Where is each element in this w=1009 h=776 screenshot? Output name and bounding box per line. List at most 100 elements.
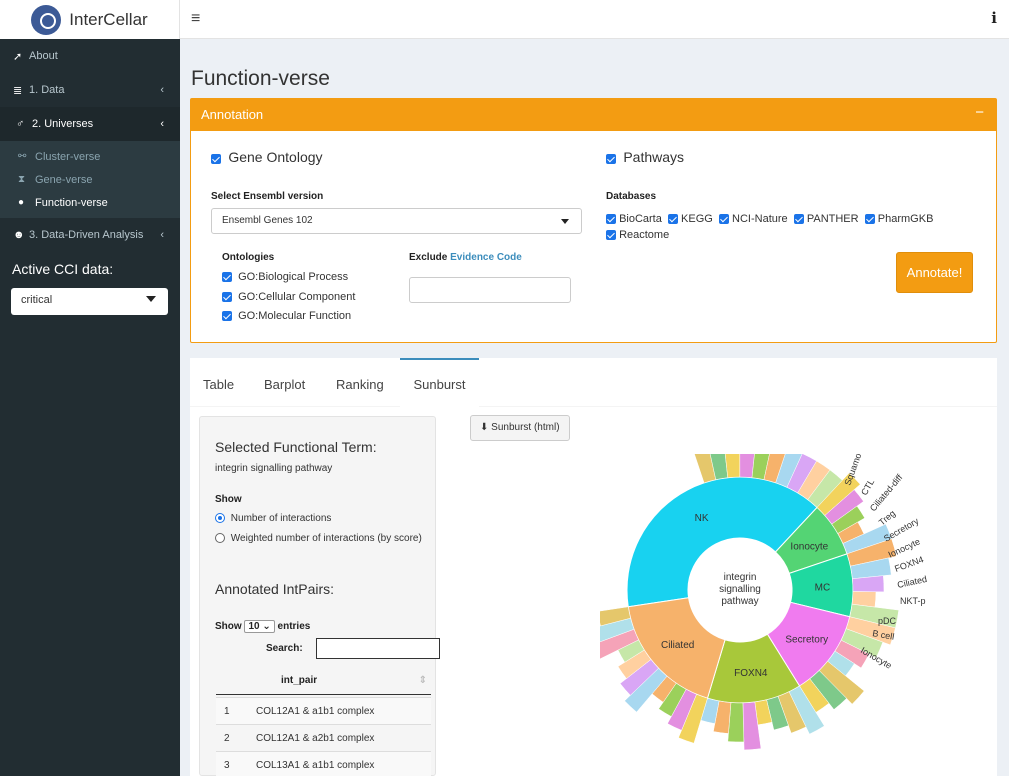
active-cci-select[interactable]: critical [11,288,168,315]
sunburst-outer-segment[interactable] [852,575,885,593]
table-row[interactable]: 1 COL12A1 & a1b1 complex [216,697,431,724]
sunburst-label: NK [695,513,709,524]
database-reactome-checkbox[interactable]: Reactome [606,229,669,241]
sunburst-outer-label: Ciliated-diff [868,472,905,513]
sidebar-subitem-gene-verse[interactable]: ⧗ Gene-verse [0,168,180,191]
database-kegg-checkbox[interactable]: KEGG [667,213,713,225]
active-cci-label: Active CCI data: [12,261,114,277]
tab-table[interactable]: Table [203,377,235,392]
selected-term-value: integrin signalling pathway [215,463,333,474]
sunburst-outer-label: FOXN4 [893,554,925,574]
page-length-select[interactable]: 10 ⌄ [244,620,275,633]
tab-bar: Table Barplot Ranking Sunburst [190,358,997,407]
hourglass-icon: ⧗ [18,174,26,185]
search-label: Search: [266,643,303,654]
table-search-input[interactable] [316,638,440,659]
evidence-code-link[interactable]: Evidence Code [450,252,522,263]
collapse-minus-icon[interactable]: − [975,104,984,121]
sunburst-chart[interactable]: NKIonocyteMCSecretoryFOXN4Ciliatedintegr… [600,454,980,764]
database-icon: ≣ [13,84,23,97]
checkbox-checked-icon [606,214,616,225]
show-option-weighted-radio[interactable]: Weighted number of interactions (by scor… [215,533,422,544]
checkbox-checked-icon [211,153,221,164]
table-header-int-pair[interactable]: int_pair ⇕ [216,669,431,695]
annotation-box: Annotation − Gene Ontology Pathways Sele… [190,98,997,343]
sunburst-label: Secretory [785,634,828,645]
databases-label: Databases [606,191,657,202]
checkbox-checked-icon [606,230,616,241]
database-nci-nature-checkbox[interactable]: NCI-Nature [718,213,788,225]
ontology-label: GO:Cellular Component [238,291,356,303]
network-icon: ⚯ [18,151,27,162]
ontology-mf-checkbox[interactable]: GO:Molecular Function [222,310,351,322]
sidebar-item-data[interactable]: ≣ 1. Data ‹ [0,73,180,107]
row-int-pair: COL12A1 & a1b1 complex [256,705,375,717]
sunburst-label: Ionocyte [790,541,828,552]
sunburst-center-label: signalling [719,584,761,595]
logo-icon [31,4,62,35]
radio-unselected-icon [215,533,225,544]
sidebar-subitem-label: Cluster-verse [35,150,101,163]
checkbox-checked-icon [222,292,232,303]
sidebar-subitem-function-verse[interactable]: ● Function-verse [0,191,180,214]
sunburst-outer-label: NKT-p [900,596,926,606]
gene-ontology-label: Gene Ontology [228,149,323,165]
show-option-count-radio[interactable]: Number of interactions [215,513,331,524]
sidebar-subitem-label: Function-verse [35,196,108,209]
evidence-code-input[interactable] [409,277,571,303]
sidebar-subitem-cluster-verse[interactable]: ⚯ Cluster-verse [0,145,180,168]
comments-icon: ● [18,197,25,208]
download-button-label: Sunburst (html) [491,422,560,433]
hamburger-icon[interactable]: ≡ [191,10,201,27]
ontology-label: GO:Biological Process [238,271,349,283]
sunburst-outer-segment[interactable] [600,606,631,627]
sunburst-outer-label: CTL [859,477,876,497]
length-suffix: entries [277,621,311,632]
tab-barplot[interactable]: Barplot [264,377,306,392]
sidebar-item-label: About [29,50,58,62]
databases-checkbox-group: BioCarta KEGG NCI-Nature PANTHER PharmGK… [606,211,986,243]
selected-term-label: Selected Functional Term: [215,439,377,455]
checkbox-checked-icon [667,214,678,225]
download-sunburst-button[interactable]: ⬇ Sunburst (html) [470,415,570,441]
checkbox-checked-icon [793,214,804,225]
active-cci-value: critical [21,294,53,306]
sunburst-center[interactable] [688,538,792,642]
database-panther-checkbox[interactable]: PANTHER [793,213,859,225]
database-label: NCI-Nature [732,213,788,225]
atom-icon: ♂ [16,118,25,130]
column-header-label: int_pair [281,675,318,686]
gene-ontology-checkbox[interactable]: Gene Ontology [211,149,323,165]
page-length-value: 10 [248,621,260,632]
table-row[interactable]: 3 COL13A1 & a1b1 complex [216,751,431,776]
database-label: Reactome [619,229,670,241]
sort-icon: ⇕ [418,675,427,686]
pathways-checkbox[interactable]: Pathways [606,149,684,165]
sidebar-item-about[interactable]: ➚ About [0,39,180,73]
info-icon[interactable]: i [991,9,997,27]
radio-label: Number of interactions [230,513,332,524]
database-biocarta-checkbox[interactable]: BioCarta [606,213,662,225]
sunburst-outer-label: Treg [877,508,897,527]
ontology-bp-checkbox[interactable]: GO:Biological Process [222,271,348,283]
results-tab-box: Table Barplot Ranking Sunburst Selected … [190,358,997,776]
show-label: Show [215,494,242,505]
universes-submenu: ⚯ Cluster-verse ⧗ Gene-verse ● Function-… [0,141,180,218]
row-number: 3 [224,759,230,771]
sidebar-item-data-driven-analysis[interactable]: ☻ 3. Data-Driven Analysis ‹ [0,218,180,252]
ontology-cc-checkbox[interactable]: GO:Cellular Component [222,291,355,303]
table-row[interactable]: 2 COL12A1 & a2b1 complex [216,724,431,751]
length-prefix: Show [215,621,242,632]
sidebar-item-label: 3. Data-Driven Analysis [29,229,144,241]
sidebar-item-universes[interactable]: ♂ 2. Universes ‹ [0,107,180,141]
pathways-label: Pathways [623,149,685,165]
annotate-button[interactable]: Annotate! [896,252,973,293]
annotated-intpairs-label: Annotated IntPairs: [215,581,335,597]
database-pharmgkb-checkbox[interactable]: PharmGKB [864,213,933,225]
ontology-label: GO:Molecular Function [238,310,352,322]
tab-sunburst[interactable]: Sunburst [400,358,479,407]
tab-ranking[interactable]: Ranking [336,377,384,392]
app-logo[interactable]: InterCellar [0,0,180,39]
ensembl-version-select[interactable]: Ensembl Genes 102 [211,208,582,234]
rocket-icon: ➚ [13,50,23,63]
